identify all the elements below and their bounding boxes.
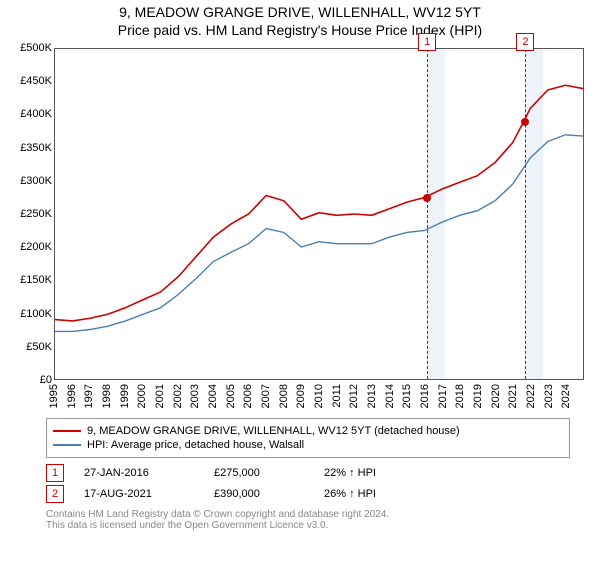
sale-price: £390,000	[214, 488, 304, 500]
sale-date: 27-JAN-2016	[84, 467, 194, 479]
sales-table: 1 27-JAN-2016 £275,000 22% ↑ HPI 2 17-AU…	[46, 464, 570, 503]
x-tick-label: 2021	[507, 384, 519, 408]
footer-line: This data is licensed under the Open Gov…	[46, 520, 570, 531]
sale-delta: 26% ↑ HPI	[324, 488, 376, 500]
x-tick-label: 2013	[366, 384, 378, 408]
x-tick-label: 2012	[348, 384, 360, 408]
x-tick-label: 2018	[454, 384, 466, 408]
y-tick-label: £500K	[6, 42, 52, 54]
marker-dot	[423, 194, 431, 202]
x-tick-label: 2008	[278, 384, 290, 408]
legend-label: 9, MEADOW GRANGE DRIVE, WILLENHALL, WV12…	[87, 425, 460, 437]
x-tick-label: 1998	[101, 384, 113, 408]
x-tick-label: 1995	[48, 384, 60, 408]
sale-row: 2 17-AUG-2021 £390,000 26% ↑ HPI	[46, 485, 570, 503]
marker-dot	[521, 118, 529, 126]
legend: 9, MEADOW GRANGE DRIVE, WILLENHALL, WV12…	[46, 418, 570, 458]
y-tick-label: £300K	[6, 175, 52, 187]
y-tick-label: £150K	[6, 274, 52, 286]
legend-swatch	[53, 444, 81, 446]
x-tick-label: 2022	[525, 384, 537, 408]
y-tick-label: £0	[6, 374, 52, 386]
y-tick-label: £250K	[6, 208, 52, 220]
x-tick-label: 2009	[295, 384, 307, 408]
legend-item: 9, MEADOW GRANGE DRIVE, WILLENHALL, WV12…	[53, 425, 563, 437]
x-tick-label: 2000	[136, 384, 148, 408]
x-tick-label: 1996	[66, 384, 78, 408]
sale-price: £275,000	[214, 467, 304, 479]
x-tick-label: 2011	[331, 384, 343, 408]
x-tick-label: 2019	[472, 384, 484, 408]
x-tick-label: 2020	[490, 384, 502, 408]
legend-label: HPI: Average price, detached house, Wals…	[87, 439, 304, 451]
footer-line: Contains HM Land Registry data © Crown c…	[46, 509, 570, 520]
legend-item: HPI: Average price, detached house, Wals…	[53, 439, 563, 451]
x-tick-label: 2004	[207, 384, 219, 408]
x-tick-label: 2015	[401, 384, 413, 408]
x-tick-label: 2016	[419, 384, 431, 408]
x-tick-label: 2006	[242, 384, 254, 408]
x-tick-label: 2001	[154, 384, 166, 408]
legend-swatch	[53, 430, 81, 432]
x-tick-label: 2005	[225, 384, 237, 408]
page-title-address: 9, MEADOW GRANGE DRIVE, WILLENHALL, WV12…	[0, 4, 600, 20]
plot-area: 12	[54, 48, 584, 380]
sale-row: 1 27-JAN-2016 £275,000 22% ↑ HPI	[46, 464, 570, 482]
sale-marker-icon: 2	[46, 485, 64, 503]
sale-marker-icon: 1	[46, 464, 64, 482]
footer-attribution: Contains HM Land Registry data © Crown c…	[46, 509, 570, 531]
x-tick-label: 2007	[260, 384, 272, 408]
marker-label: 1	[418, 33, 436, 51]
x-tick-label: 2024	[560, 384, 572, 408]
series-lines	[55, 49, 583, 379]
x-tick-label: 2010	[313, 384, 325, 408]
x-tick-label: 2002	[172, 384, 184, 408]
y-tick-label: £450K	[6, 75, 52, 87]
x-tick-label: 1999	[119, 384, 131, 408]
x-tick-label: 2023	[543, 384, 555, 408]
marker-label: 2	[516, 33, 534, 51]
x-tick-label: 1997	[83, 384, 95, 408]
y-tick-label: £200K	[6, 241, 52, 253]
y-tick-label: £50K	[6, 341, 52, 353]
x-tick-label: 2017	[437, 384, 449, 408]
x-tick-label: 2003	[189, 384, 201, 408]
y-tick-label: £400K	[6, 108, 52, 120]
y-tick-label: £350K	[6, 142, 52, 154]
sale-delta: 22% ↑ HPI	[324, 467, 376, 479]
chart: 12 £0 £50K £100K £150K £200K £250K £300K £350K £…	[8, 44, 592, 414]
sale-date: 17-AUG-2021	[84, 488, 194, 500]
x-tick-label: 2014	[384, 384, 396, 408]
y-tick-label: £100K	[6, 308, 52, 320]
page-title-sub: Price paid vs. HM Land Registry's House …	[0, 22, 600, 38]
